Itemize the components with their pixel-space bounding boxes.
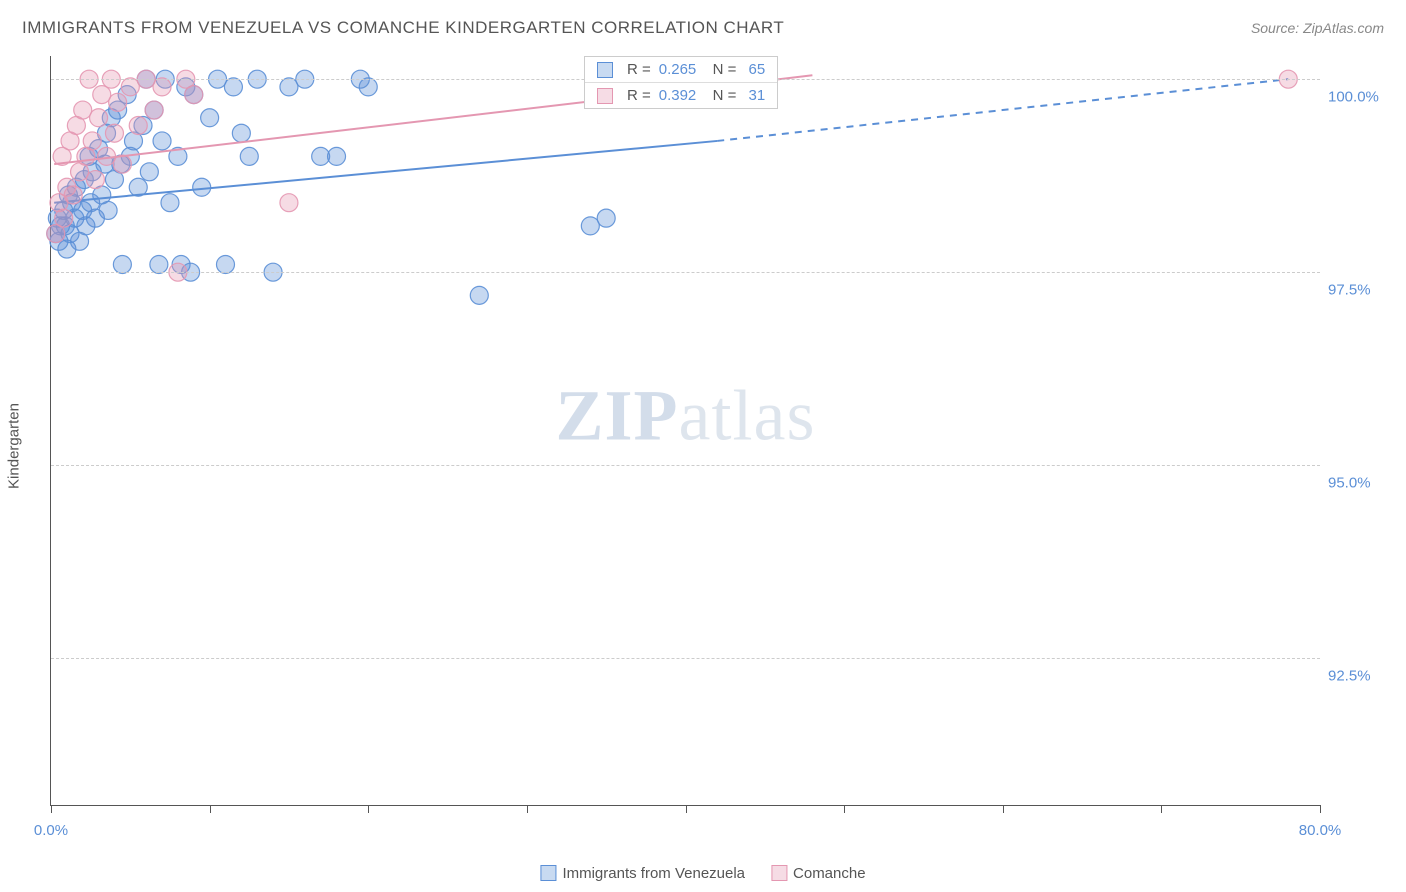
scatter-point [64, 186, 82, 204]
scatter-point [185, 86, 203, 104]
legend-swatch [540, 865, 556, 881]
scatter-point [359, 78, 377, 96]
legend-r-value: 0.392 [659, 87, 697, 104]
scatter-point [140, 163, 158, 181]
legend-n-value: 31 [744, 87, 765, 104]
scatter-point [153, 78, 171, 96]
scatter-point [150, 255, 168, 273]
scatter-point [93, 86, 111, 104]
x-tick [1003, 805, 1004, 813]
x-tick-label: 80.0% [1299, 822, 1342, 839]
scatter-point [99, 201, 117, 219]
legend-r-label: R = [627, 61, 651, 78]
gridline [51, 272, 1320, 273]
scatter-point [581, 217, 599, 235]
scatter-point [470, 286, 488, 304]
legend-item: Immigrants from Venezuela [540, 865, 745, 882]
regression-line-dashed [717, 79, 1288, 141]
x-tick [1320, 805, 1321, 813]
legend-r-label: R = [627, 87, 651, 104]
scatter-point [129, 116, 147, 134]
x-tick [368, 805, 369, 813]
y-axis-label: Kindergarten [6, 403, 23, 489]
y-tick-label: 92.5% [1328, 668, 1398, 685]
scatter-point [109, 93, 127, 111]
scatter-point [86, 171, 104, 189]
scatter-point [113, 255, 131, 273]
scatter-point [153, 132, 171, 150]
legend-label: Immigrants from Venezuela [562, 865, 745, 882]
y-tick-label: 100.0% [1328, 89, 1398, 106]
legend-swatch [597, 62, 613, 78]
chart-title: IMMIGRANTS FROM VENEZUELA VS COMANCHE KI… [22, 18, 784, 38]
scatter-point [55, 209, 73, 227]
legend-label: Comanche [793, 865, 866, 882]
y-tick-label: 97.5% [1328, 282, 1398, 299]
scatter-svg [51, 56, 1320, 805]
scatter-point [105, 124, 123, 142]
scatter-point [145, 101, 163, 119]
gridline [51, 658, 1320, 659]
x-tick [51, 805, 52, 813]
plot-area: ZIPatlas R = 0.265 N = 65R = 0.392 N = 3… [50, 56, 1320, 806]
x-tick-label: 0.0% [34, 822, 68, 839]
legend-row: R = 0.265 N = 65 [585, 57, 777, 83]
legend-n-label: N = [704, 87, 736, 104]
legend-n-label: N = [704, 61, 736, 78]
scatter-point [216, 255, 234, 273]
x-tick [844, 805, 845, 813]
scatter-point [90, 109, 108, 127]
series-legend: Immigrants from Venezuela Comanche [540, 865, 865, 882]
legend-r-value: 0.265 [659, 61, 697, 78]
scatter-point [232, 124, 250, 142]
x-tick [686, 805, 687, 813]
scatter-point [74, 101, 92, 119]
scatter-point [121, 78, 139, 96]
scatter-point [161, 194, 179, 212]
scatter-point [83, 132, 101, 150]
y-tick-label: 95.0% [1328, 475, 1398, 492]
legend-n-value: 65 [744, 61, 765, 78]
gridline [51, 465, 1320, 466]
x-tick [210, 805, 211, 813]
legend-row: R = 0.392 N = 31 [585, 83, 777, 108]
scatter-point [240, 147, 258, 165]
scatter-point [280, 194, 298, 212]
scatter-point [280, 78, 298, 96]
scatter-point [193, 178, 211, 196]
scatter-point [201, 109, 219, 127]
legend-item: Comanche [771, 865, 866, 882]
x-tick [527, 805, 528, 813]
scatter-point [328, 147, 346, 165]
source-attribution: Source: ZipAtlas.com [1251, 20, 1384, 36]
legend-swatch [771, 865, 787, 881]
x-tick [1161, 805, 1162, 813]
scatter-point [597, 209, 615, 227]
legend-swatch [597, 88, 613, 104]
correlation-legend: R = 0.265 N = 65R = 0.392 N = 31 [584, 56, 778, 109]
scatter-point [224, 78, 242, 96]
